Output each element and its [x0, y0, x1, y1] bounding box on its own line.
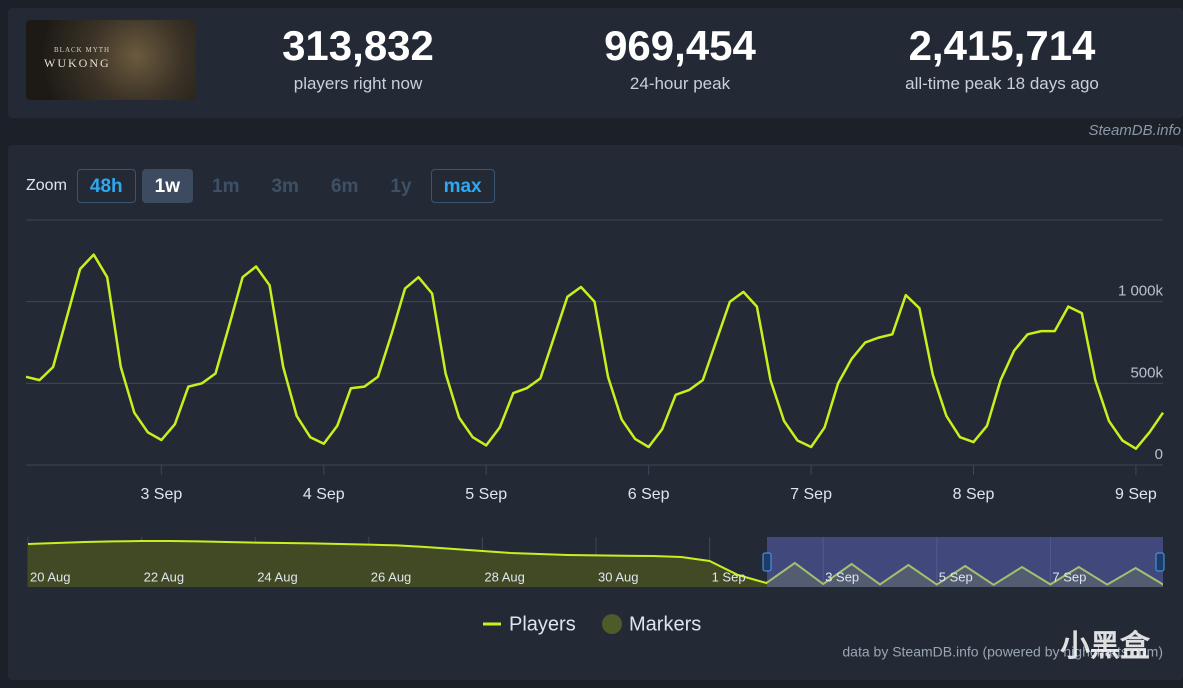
zoom-label: Zoom [26, 177, 67, 194]
navigator-label: 22 Aug [144, 569, 185, 584]
navigator-label: 20 Aug [30, 569, 71, 584]
navigator-label: 26 Aug [371, 569, 412, 584]
navigator-label: 3 Sep [825, 569, 859, 584]
zoom-button[interactable]: 1m [212, 176, 240, 197]
stat-value: 313,832 [282, 22, 434, 69]
stats-panel: BLACK MYTH WUKONG 313,832 players right n… [8, 8, 1183, 118]
y-tick-label: 500k [1130, 364, 1163, 381]
legend-label: Players [509, 613, 576, 635]
x-tick-label: 8 Sep [953, 486, 995, 503]
zoom-bar: Zoom 48h 1w 1m 3m 6m 1y max [26, 169, 495, 203]
x-tick-label: 5 Sep [465, 486, 507, 503]
y-tick-label: 0 [1155, 446, 1163, 463]
source-link[interactable]: SteamDB.info [1088, 122, 1181, 139]
watermark: 小黑盒 [1060, 629, 1151, 663]
legend-swatch [602, 614, 622, 634]
x-tick-label: 9 Sep [1115, 486, 1157, 503]
navigator: 20 Aug 22 Aug 24 Aug 26 Aug 28 Aug 30 Aug 1 Se… [26, 537, 1163, 587]
logo-line: BLACK MYTH [54, 46, 111, 54]
zoom-button[interactable]: 48h [76, 169, 136, 203]
logo-line: WUKONG [44, 56, 111, 70]
x-tick-label: 3 Sep [140, 486, 182, 503]
zoom-button[interactable]: 1w [141, 169, 194, 203]
series-line [25, 253, 1165, 450]
x-tick-label: 7 Sep [790, 486, 832, 503]
navigator-selection [767, 537, 1163, 587]
stat-label: all-time peak 18 days ago [905, 74, 1099, 93]
navigator-area [28, 541, 1163, 587]
zoom-button[interactable]: 6m [330, 176, 359, 197]
navigator-handle[interactable] [762, 552, 772, 572]
stat: 313,832 players right now [208, 22, 508, 94]
stat: 969,454 24-hour peak [530, 22, 830, 94]
x-tick-label: 4 Sep [303, 486, 345, 503]
navigator-label: 24 Aug [257, 569, 298, 584]
stat-label: 24-hour peak [629, 74, 731, 93]
credits: data by SteamDB.info (powered by highcha… [842, 644, 1163, 660]
chart-panel: Zoom 48h 1w 1m 3m 6m 1y max [8, 145, 1183, 680]
stat-label: players right now [293, 74, 423, 93]
navigator-label: 5 Sep [939, 569, 973, 584]
navigator-label: 30 Aug [598, 569, 639, 584]
game-logo: BLACK MYTH WUKONG [26, 20, 196, 100]
stat-value: 2,415,714 [908, 22, 1096, 69]
navigator-label: 1 Sep [712, 569, 746, 584]
navigator-line [27, 540, 1163, 586]
zoom-button[interactable]: 1y [390, 176, 412, 197]
y-tick-label: 1 000k [1118, 283, 1164, 300]
navigator-label: 28 Aug [484, 569, 525, 584]
x-tick-label: 6 Sep [628, 486, 670, 503]
stat-value: 969,454 [604, 22, 756, 69]
legend-label: Markers [629, 613, 701, 635]
zoom-button[interactable]: max [430, 169, 495, 203]
zoom-button[interactable]: 3m [271, 176, 299, 197]
stat: 2,415,714 all-time peak 18 days ago [852, 22, 1152, 94]
navigator-handle[interactable] [1155, 552, 1165, 572]
navigator-label: 7 Sep [1052, 569, 1086, 584]
